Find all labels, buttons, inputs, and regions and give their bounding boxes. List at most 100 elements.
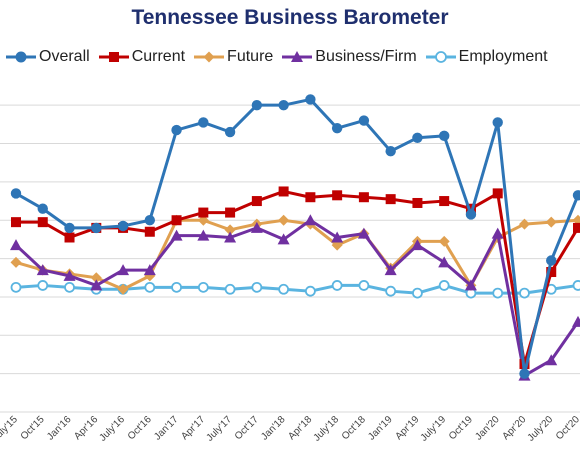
x-tick-label: Jan'18 bbox=[259, 414, 288, 443]
data-point bbox=[11, 217, 21, 228]
x-tick-label: Oct'16 bbox=[126, 414, 154, 442]
data-point bbox=[491, 227, 504, 239]
data-point bbox=[64, 232, 75, 243]
data-point bbox=[385, 285, 397, 297]
x-tick-label: July'15 bbox=[0, 414, 20, 444]
data-point bbox=[144, 226, 155, 237]
legend-swatch-current bbox=[98, 52, 129, 62]
data-point bbox=[412, 197, 423, 208]
data-point bbox=[546, 267, 557, 278]
data-point bbox=[572, 315, 580, 327]
data-point bbox=[224, 224, 236, 236]
x-tick-label: Oct'15 bbox=[19, 414, 47, 442]
data-point bbox=[10, 256, 22, 268]
data-point bbox=[251, 281, 263, 293]
data-point bbox=[171, 124, 182, 136]
legend-swatch-employment bbox=[425, 51, 456, 63]
x-axis-tick-labels: July'15Oct'15Jan'16Apr'16July'16Oct'16Ja… bbox=[0, 414, 580, 444]
legend-item-current: Current bbox=[98, 48, 186, 65]
data-point bbox=[37, 217, 48, 228]
data-point bbox=[384, 264, 397, 276]
data-point bbox=[305, 192, 316, 203]
data-point bbox=[545, 216, 557, 228]
data-point bbox=[411, 239, 424, 251]
data-point bbox=[278, 283, 290, 295]
data-point bbox=[224, 126, 236, 138]
legend-item-business-firm: Business/Firm bbox=[282, 48, 417, 65]
data-point bbox=[518, 218, 530, 230]
legend-label-business-firm: Business/Firm bbox=[315, 48, 417, 65]
data-point bbox=[143, 264, 156, 276]
data-point bbox=[305, 94, 316, 105]
x-tick-label: July'20 bbox=[526, 414, 556, 444]
data-point bbox=[197, 229, 210, 241]
data-point bbox=[117, 283, 129, 295]
series-line-employment bbox=[15, 283, 579, 295]
chart-title: Tennessee Business Barometer bbox=[131, 6, 449, 29]
data-point bbox=[37, 280, 49, 291]
data-point bbox=[519, 287, 530, 299]
data-point bbox=[519, 368, 530, 379]
data-point bbox=[90, 279, 103, 291]
data-point bbox=[10, 281, 22, 293]
data-point bbox=[438, 130, 450, 142]
data-point bbox=[331, 231, 344, 243]
data-point bbox=[465, 209, 477, 220]
data-point bbox=[438, 256, 451, 268]
data-point bbox=[250, 221, 263, 233]
data-point bbox=[465, 203, 476, 214]
data-point bbox=[277, 233, 290, 245]
data-point bbox=[37, 203, 48, 214]
data-point bbox=[438, 235, 450, 247]
data-point bbox=[171, 281, 182, 293]
legend-swatch-business-firm bbox=[282, 51, 313, 62]
x-tick-label: Jan'19 bbox=[366, 414, 395, 443]
gridlines bbox=[0, 104, 580, 413]
data-point bbox=[438, 280, 450, 291]
data-point bbox=[464, 279, 477, 291]
data-point bbox=[90, 272, 102, 284]
series-business-firm bbox=[10, 214, 580, 381]
x-tick-label: Jan'20 bbox=[473, 414, 502, 443]
x-tick-label: Oct'20 bbox=[554, 414, 580, 442]
data-point bbox=[251, 196, 262, 207]
data-point bbox=[224, 231, 237, 243]
data-point bbox=[170, 229, 183, 241]
data-point bbox=[492, 188, 503, 199]
series-line-business-firm bbox=[14, 218, 580, 378]
data-point bbox=[117, 220, 129, 232]
data-point bbox=[332, 190, 343, 201]
x-tick-label: Apr'20 bbox=[500, 414, 528, 442]
x-tick-label: Oct'18 bbox=[340, 414, 368, 442]
legend-item-employment: Employment bbox=[425, 49, 548, 65]
data-point bbox=[198, 207, 209, 218]
data-point bbox=[439, 196, 450, 207]
data-point bbox=[278, 186, 289, 197]
legend-item-future: Future bbox=[194, 49, 273, 65]
legend-label-future: Future bbox=[227, 48, 274, 65]
data-point bbox=[251, 99, 263, 111]
x-tick-label: Oct'17 bbox=[233, 414, 261, 442]
x-tick-label: July'16 bbox=[97, 414, 127, 444]
data-point bbox=[358, 192, 369, 203]
data-point bbox=[304, 214, 317, 226]
data-point bbox=[278, 214, 290, 226]
data-point bbox=[278, 99, 289, 111]
legend-label-current: Current bbox=[131, 48, 186, 65]
data-point bbox=[63, 269, 76, 281]
data-point bbox=[492, 287, 504, 299]
data-point bbox=[545, 354, 558, 366]
legend-swatch-future bbox=[194, 51, 225, 63]
x-tick-label: Apr'18 bbox=[286, 414, 314, 442]
series-line-overall bbox=[15, 97, 580, 376]
data-point bbox=[412, 132, 423, 143]
data-point bbox=[91, 222, 102, 234]
x-tick-label: Apr'17 bbox=[179, 414, 207, 442]
data-point bbox=[117, 264, 130, 276]
data-point bbox=[412, 287, 423, 299]
data-point bbox=[573, 222, 580, 233]
data-point bbox=[331, 122, 343, 134]
data-point bbox=[304, 285, 316, 297]
x-tick-label: Jan'16 bbox=[45, 414, 74, 443]
